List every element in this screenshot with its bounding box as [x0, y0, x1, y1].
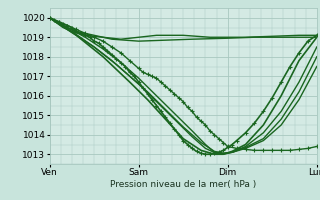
X-axis label: Pression niveau de la mer( hPa ): Pression niveau de la mer( hPa ) [110, 180, 256, 189]
